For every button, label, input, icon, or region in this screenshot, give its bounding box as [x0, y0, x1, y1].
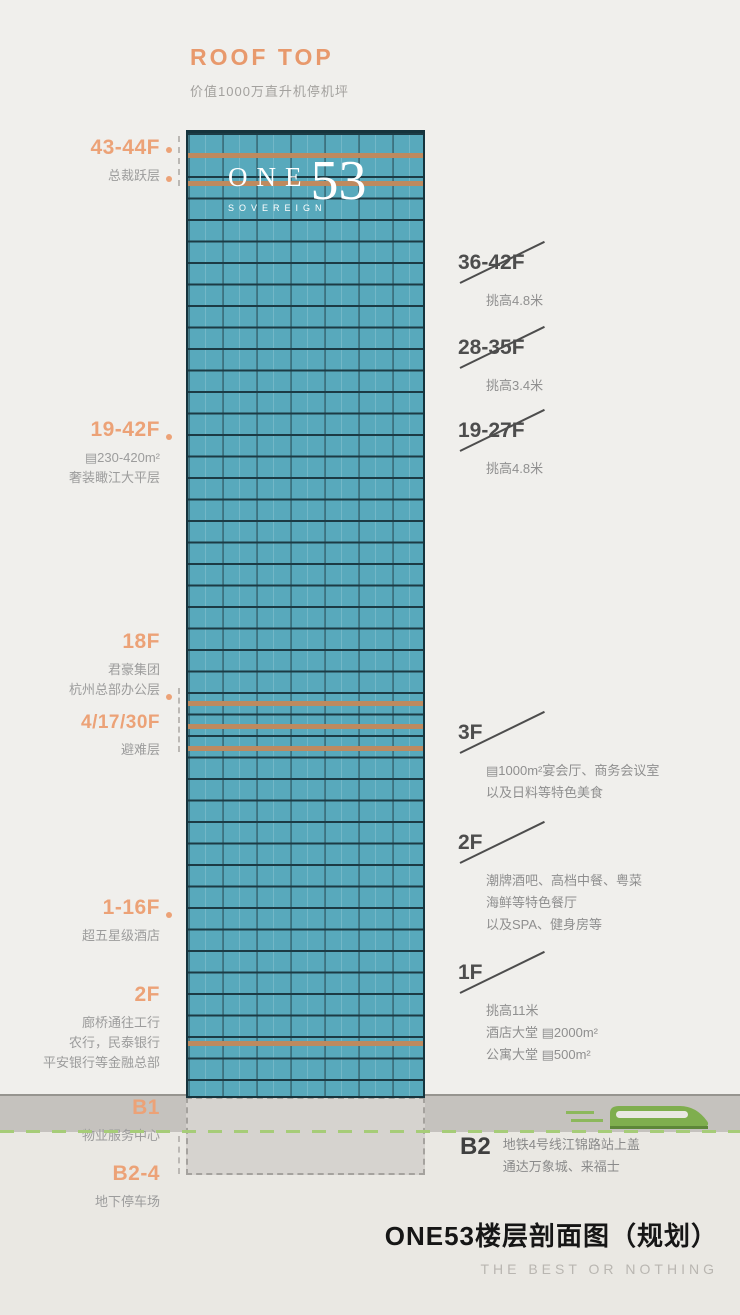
roof-title: ROOF TOP — [190, 44, 334, 70]
floor-desc: 挑高11米 — [486, 1003, 539, 1018]
label-floor-b2-metro: B2 地铁4号线江锦路站上盖 通达万象城、来福士 — [460, 1134, 640, 1178]
floor-desc: 物业服务中心 — [81, 1128, 160, 1143]
label-floor-19-27f: 19-27F 挑高4.8米 — [458, 408, 708, 480]
floor-desc: 君豪集团 — [107, 662, 160, 677]
leader-line — [178, 136, 180, 186]
floor-number: B1 — [132, 1096, 160, 1119]
special-floor-slab-18f — [188, 701, 423, 706]
leader-dot — [166, 912, 172, 918]
leader-line — [178, 1136, 180, 1174]
roof-subtitle: 价值1000万直升机停机坪 — [190, 84, 349, 99]
floor-number: B2 — [460, 1133, 491, 1160]
leader-dot — [166, 694, 172, 700]
label-floor-2f-left: 2F 廊桥通往工行 农行，民泰银行 平安银行等金融总部 — [0, 983, 160, 1073]
label-floor-b1: B1 物业服务中心 — [0, 1096, 160, 1146]
metro-desc: 地铁4号线江锦路站上盖 — [502, 1137, 640, 1152]
label-floor-3f: 3F ▤1000m²宴会厅、商务会议室 以及日料等特色美食 — [458, 710, 708, 804]
tower: ONE53 SOVEREIGN — [186, 130, 425, 1098]
special-floor-slab-17f — [188, 724, 423, 729]
label-floor-28-35f: 28-35F 挑高3.4米 — [458, 325, 708, 397]
floor-desc: ▤1000m²宴会厅、商务会议室 — [486, 763, 660, 778]
floor-desc: 潮牌酒吧、高档中餐、粤菜 — [486, 873, 643, 888]
footer: ONE53楼层剖面图（规划） THE BEST OR NOTHING — [385, 1216, 718, 1277]
floor-desc: ▤230-420m² — [84, 450, 160, 465]
floor-number: 1F — [458, 961, 483, 984]
leader-dot — [166, 434, 172, 440]
floor-desc: 挑高4.8米 — [486, 293, 544, 308]
floor-number: B2-4 — [112, 1162, 160, 1185]
floor-number: 2F — [134, 983, 160, 1006]
leader-line — [178, 688, 180, 752]
floor-desc: 平安银行等金融总部 — [42, 1055, 160, 1070]
leader-dot — [166, 176, 172, 182]
diagram-slogan: THE BEST OR NOTHING — [480, 1261, 718, 1277]
floor-desc: 地下停车场 — [94, 1194, 160, 1209]
floor-number: 19-42F — [90, 418, 160, 441]
special-floor-slab-43f — [188, 181, 423, 186]
floor-number: 28-35F — [458, 336, 525, 359]
floor-desc: 廊桥通往工行 — [81, 1015, 160, 1030]
floor-desc: 挑高4.8米 — [486, 461, 544, 476]
floor-desc: 挑高3.4米 — [486, 378, 544, 393]
special-floor-slab-refuge — [188, 746, 423, 751]
floor-number: 2F — [458, 831, 483, 854]
label-floor-36-42f: 36-42F 挑高4.8米 — [458, 240, 708, 312]
floor-desc: 农行，民泰银行 — [68, 1035, 160, 1050]
floor-desc: 杭州总部办公层 — [68, 682, 160, 697]
label-floor-b2-4: B2-4 地下停车场 — [0, 1162, 160, 1212]
label-floor-18f: 18F 君豪集团 杭州总部办公层 — [0, 630, 160, 700]
logo-53-numeral: 53 — [310, 150, 367, 212]
underground-levels-box — [186, 1097, 425, 1175]
metro-desc: 通达万象城、来福士 — [502, 1159, 620, 1174]
label-floor-2f-right: 2F 潮牌酒吧、高档中餐、粤菜 海鲜等特色餐厅 以及SPA、健身房等 — [458, 820, 708, 936]
leader-dot — [166, 147, 172, 153]
label-floor-19-42f: 19-42F ▤230-420m² 奢装瞰江大平层 — [0, 418, 160, 488]
floor-desc: 海鲜等特色餐厅 — [486, 895, 578, 910]
floor-desc: 酒店大堂 ▤2000m² — [486, 1025, 598, 1040]
roof-label-block: ROOF TOP 价值1000万直升机停机坪 — [190, 44, 349, 100]
floor-number: 19-27F — [458, 419, 525, 442]
label-floor-1f: 1F 挑高11米 酒店大堂 ▤2000m² 公寓大堂 ▤500m² — [458, 950, 708, 1066]
metro-line-dashed — [0, 1130, 740, 1133]
train-icon — [566, 1106, 709, 1129]
floor-number: 4/17/30F — [81, 712, 160, 733]
floor-desc: 避难层 — [120, 742, 160, 757]
floor-desc: 总裁跃层 — [107, 168, 160, 183]
diagram-title: ONE53楼层剖面图（规划） — [384, 1221, 718, 1251]
label-floor-43-44f: 43-44F 总裁跃层 — [0, 136, 160, 186]
floor-number: 1-16F — [102, 896, 160, 919]
floor-number: 43-44F — [90, 136, 160, 159]
floor-desc: 奢装瞰江大平层 — [68, 470, 160, 485]
floor-desc: 超五星级酒店 — [81, 928, 160, 943]
floor-number: 36-42F — [458, 251, 525, 274]
logo-sovereign-text: SOVEREIGN — [228, 203, 327, 213]
logo-one-text: ONE — [228, 162, 311, 192]
special-floor-slab-2f — [188, 1041, 423, 1046]
floor-desc: 以及日料等特色美食 — [486, 785, 604, 800]
label-floor-refuge: 4/17/30F 避难层 — [0, 712, 160, 760]
one53-logo: ONE53 SOVEREIGN — [228, 149, 367, 213]
floor-desc: 公寓大堂 ▤500m² — [486, 1047, 591, 1062]
floor-desc: 以及SPA、健身房等 — [486, 917, 603, 932]
floor-number: 3F — [458, 721, 483, 744]
label-floor-1-16f: 1-16F 超五星级酒店 — [0, 896, 160, 946]
floor-number: 18F — [122, 630, 160, 653]
special-floor-slab-44f — [188, 153, 423, 158]
